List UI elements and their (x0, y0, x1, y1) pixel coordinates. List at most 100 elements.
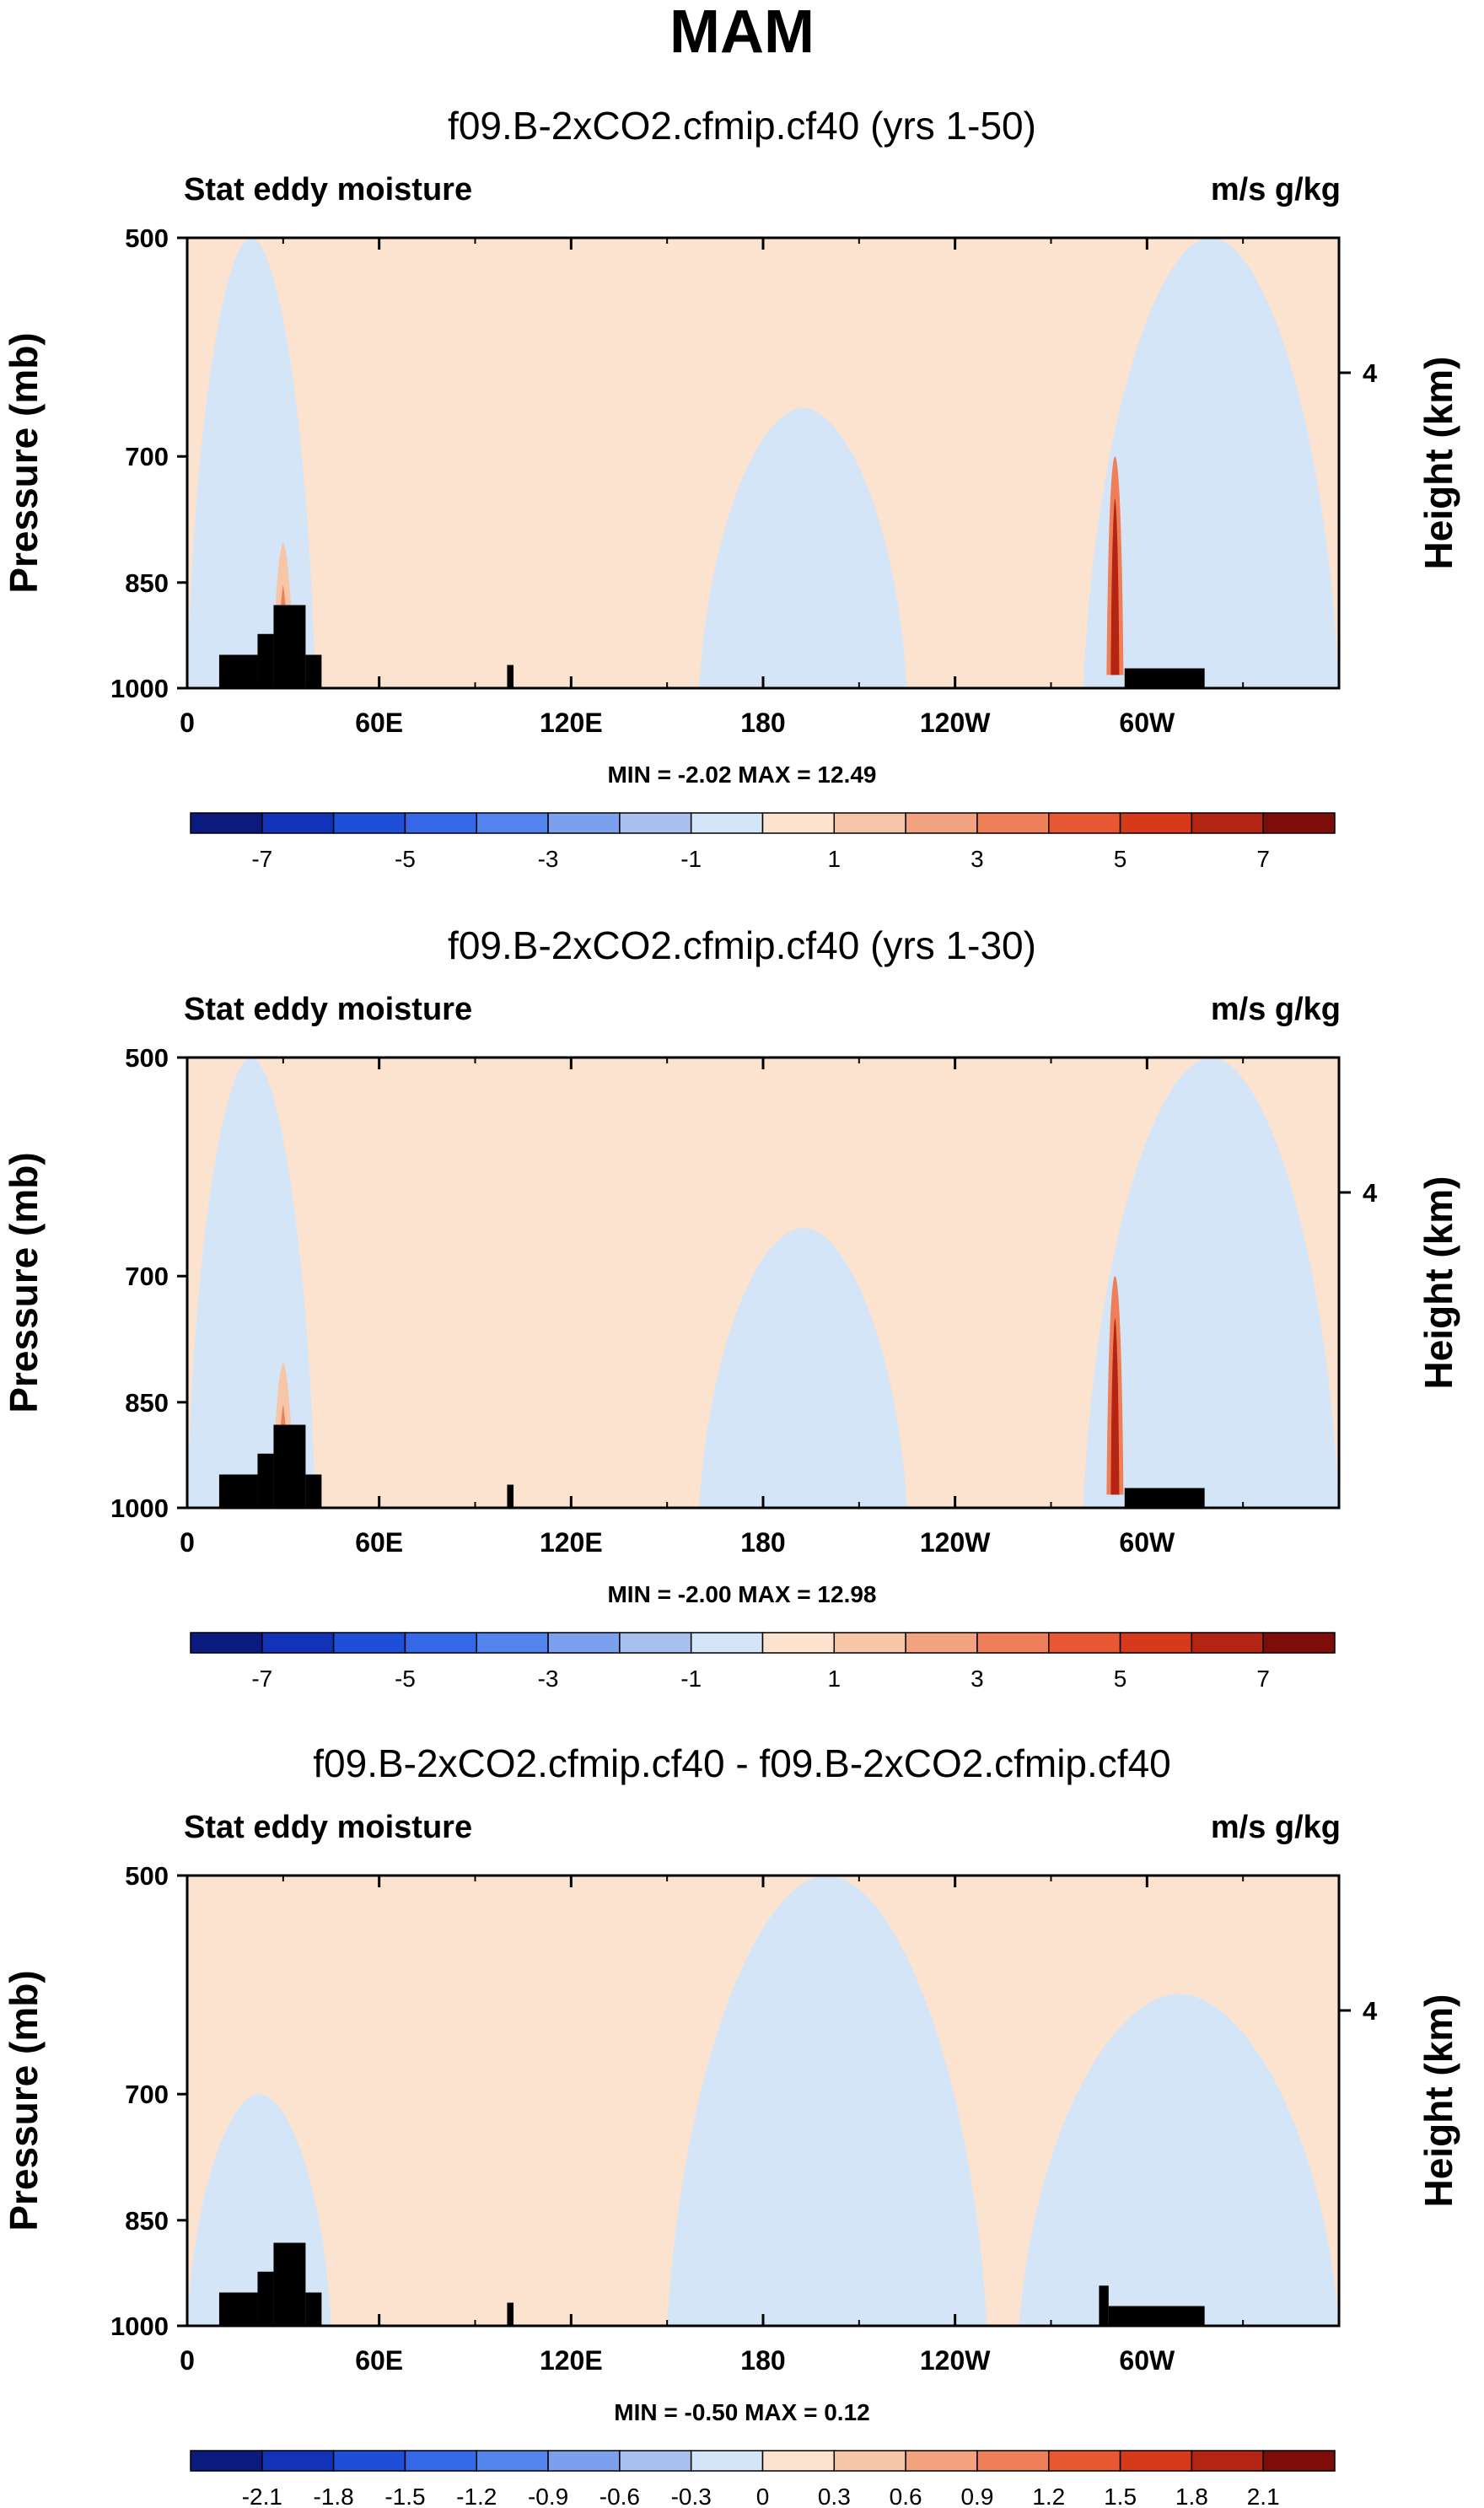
panel-1-title: f09.B-2xCO2.cfmip.cf40 (yrs 1-50) (448, 104, 1036, 148)
colorbar-box (619, 1632, 692, 1654)
colorbar-label: -0.3 (671, 2484, 712, 2508)
y-tick-label: 700 (125, 1262, 169, 1291)
x-tick-label: 60E (355, 2345, 403, 2376)
colorbar-label: 7 (1256, 846, 1270, 872)
colorbar-box (761, 812, 836, 834)
x-tick-label: 120E (540, 2345, 603, 2376)
panel-2-left-string: Stat eddy moisture (184, 992, 473, 1027)
colorbar-box (404, 1632, 477, 1654)
topography-block (218, 2292, 258, 2326)
colorbar-box (833, 812, 906, 834)
topography-block (257, 633, 274, 688)
colorbar-label: 1 (828, 1666, 841, 1692)
colorbar-box (905, 812, 978, 834)
colorbar-box (761, 2450, 836, 2472)
y-tick-label: 850 (125, 1388, 169, 1418)
colorbar-box (476, 812, 549, 834)
colorbar-box (547, 1632, 621, 1654)
peak-core-2 (1110, 1318, 1120, 1495)
topography-block (257, 1453, 274, 1508)
colorbar-label: 0.6 (890, 2484, 922, 2508)
x-tick-label: 0 (180, 2345, 195, 2376)
colorbar-box (1048, 2450, 1121, 2472)
panel-2: 0 60E 120E 180 120W 60W 500 700 850 1000 4 Pressure… (2, 1043, 1460, 1692)
y-tick-label: 500 (125, 1043, 169, 1073)
topography-block (305, 1474, 322, 1508)
colorbar-box (476, 1632, 549, 1654)
x-tick-label: 120E (540, 708, 603, 738)
y-axis-label: Pressure (mb) (2, 332, 46, 593)
peak-1 (274, 543, 292, 620)
colorbar-box (404, 812, 477, 834)
y-axis-label: Pressure (mb) (2, 1970, 46, 2231)
colorbar-box (619, 2450, 692, 2472)
colorbar-box (190, 2450, 263, 2472)
colorbar-label: -3 (538, 1666, 559, 1692)
colorbar-box (690, 1632, 764, 1654)
colorbar-box (833, 2450, 906, 2472)
colorbar-label: -7 (251, 846, 272, 872)
x-tick-label: 120W (920, 2345, 991, 2376)
topography-block (1124, 1488, 1205, 1508)
x-tick-label: 60E (355, 1527, 403, 1558)
peak-1 (274, 1363, 292, 1440)
colorbar-box (404, 2450, 477, 2472)
colorbar-label: -2.1 (242, 2484, 282, 2508)
x-tick-label: 0 (180, 708, 195, 738)
y-tick-label: 500 (125, 1861, 169, 1891)
panel-2-title: f09.B-2xCO2.cfmip.cf40 (yrs 1-30) (448, 923, 1036, 967)
colorbar-label: -5 (395, 846, 416, 872)
colorbar-label: 7 (1256, 1666, 1270, 1692)
x-tick-label: 120W (920, 708, 991, 738)
right-axis-label: Height (km) (1417, 357, 1460, 570)
colorbar-box (261, 2450, 335, 2472)
colorbar-label: -0.9 (528, 2484, 568, 2508)
colorbar-label: 1 (828, 846, 841, 872)
colorbar-box (1191, 1632, 1264, 1654)
panel-1-right-string: m/s g/kg (1210, 172, 1341, 207)
colorbar-box (261, 812, 335, 834)
panel-2-right-string: m/s g/kg (1210, 992, 1341, 1027)
topography-block (273, 1424, 306, 1508)
colorbar-label: -0.6 (600, 2484, 640, 2508)
colorbar-box (1262, 812, 1336, 834)
colorbar-label: 2.1 (1247, 2484, 1280, 2508)
colorbar-label: 1.5 (1104, 2484, 1137, 2508)
colorbar-box (976, 1632, 1050, 1654)
peak-core-2 (1110, 498, 1120, 675)
y-tick-label: 1000 (110, 1493, 169, 1523)
topography-block (507, 665, 514, 688)
colorbar-box (690, 2450, 764, 2472)
panel-1-minmax: MIN = -2.02 MAX = 12.49 (607, 762, 877, 788)
colorbar-label: -1.8 (314, 2484, 354, 2508)
negative-region-2 (667, 1876, 987, 2326)
topography-block (1099, 2285, 1109, 2326)
panel-1-left-string: Stat eddy moisture (184, 172, 473, 207)
x-tick-label: 120E (540, 1527, 603, 1558)
x-tick-label: 180 (740, 2345, 785, 2376)
x-tick-label: 60W (1119, 1527, 1175, 1558)
topography-block (507, 2302, 514, 2326)
x-tick-label: 0 (180, 1527, 195, 1558)
x-tick-label: 120W (920, 1527, 991, 1558)
x-tick-label: 60E (355, 708, 403, 738)
negative-region-2 (699, 1228, 907, 1508)
colorbar-label: -1 (680, 1666, 702, 1692)
colorbar-label: -1.5 (384, 2484, 425, 2508)
y-tick-label: 1000 (110, 674, 169, 703)
colorbar-box (1119, 2450, 1193, 2472)
colorbar-label: -1.2 (456, 2484, 497, 2508)
y-axis-label: Pressure (mb) (2, 1152, 46, 1413)
colorbar-box (1048, 812, 1121, 834)
colorbar-label: 0.3 (818, 2484, 851, 2508)
colorbar-box (476, 2450, 549, 2472)
colorbar-box (976, 2450, 1050, 2472)
colorbar-label: 0.9 (960, 2484, 993, 2508)
topography-block (273, 605, 306, 688)
negative-region-3 (1083, 1058, 1339, 1508)
negative-region-3 (1083, 238, 1339, 688)
colorbar-box (190, 812, 263, 834)
x-tick-label: 60W (1119, 2345, 1175, 2376)
y-tick-label: 700 (125, 2080, 169, 2109)
